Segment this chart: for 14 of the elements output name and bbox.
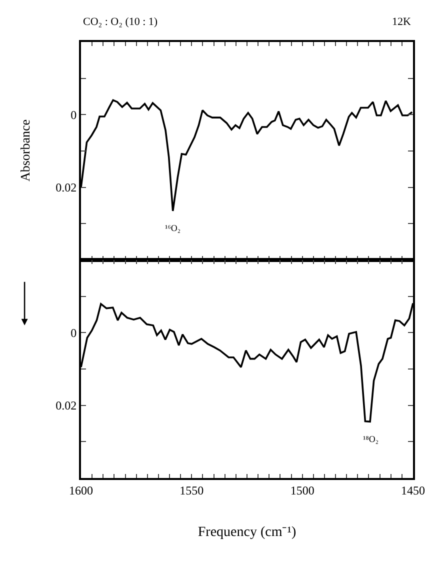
text: 12K: [392, 16, 411, 28]
annotation: ¹⁸O₂: [363, 434, 378, 444]
y-tick-label: 0: [70, 326, 77, 340]
y-tick-label: 0.02: [56, 180, 77, 195]
x-tick-label: 1550: [180, 483, 204, 498]
y-axis-title: Absorbance: [18, 119, 33, 182]
chart-title: CO₂ : O₂ (10 : 1): [83, 16, 158, 28]
x-tick-label: 1500: [290, 483, 314, 498]
y-tick-label: 0.02: [56, 398, 77, 413]
x-tick-label: 1450: [401, 483, 425, 498]
annotation: ¹⁶O₂: [165, 223, 180, 233]
x-tick-label: 1600: [69, 483, 93, 498]
y-tick-label: 0: [70, 108, 77, 122]
x-axis-title: Frequency (cm⁻¹): [198, 525, 296, 540]
